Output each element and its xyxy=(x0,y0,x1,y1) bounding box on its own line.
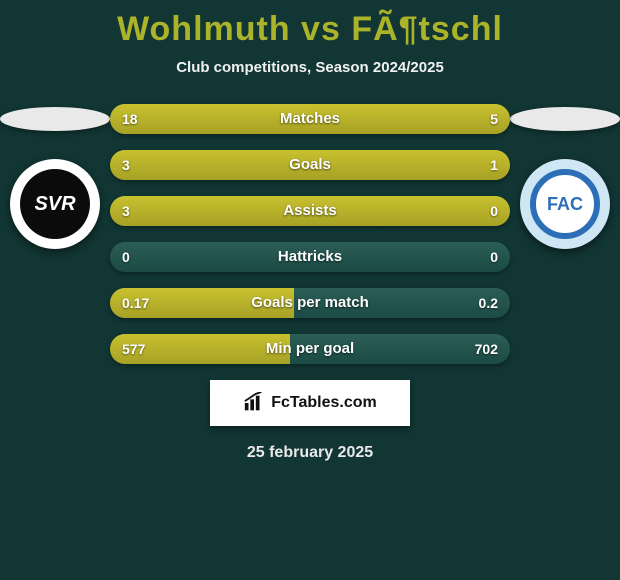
bar-left-fill xyxy=(110,196,510,226)
bar-pair: 185Matches xyxy=(110,104,510,134)
bar-pair: 30Assists xyxy=(110,196,510,226)
left-club-badge: SVR xyxy=(10,159,100,249)
bar-left-fill xyxy=(110,150,410,180)
bar-left-value: 3 xyxy=(122,196,130,226)
bar-right-value: 0.2 xyxy=(479,288,498,318)
right-club-badge-text: FAC xyxy=(547,194,583,215)
right-player-column: FAC xyxy=(510,104,620,249)
source-badge-text: FcTables.com xyxy=(271,394,377,412)
bar-left-value: 18 xyxy=(122,104,138,134)
bar-left-fill xyxy=(110,104,422,134)
right-club-badge: FAC xyxy=(520,159,610,249)
bar-pair: 31Goals xyxy=(110,150,510,180)
page-title: Wohlmuth vs FÃ¶tschl xyxy=(0,0,620,49)
right-club-badge-inner: FAC xyxy=(530,169,600,239)
left-club-badge-text: SVR xyxy=(34,193,75,216)
bar-left-value: 3 xyxy=(122,150,130,180)
left-ellipse xyxy=(0,107,110,131)
comparison-content: SVR FAC 185Matches31Goals30Assists00Hatt… xyxy=(0,104,620,462)
chart-icon xyxy=(243,392,265,414)
bar-right-value: 702 xyxy=(475,334,498,364)
source-badge: FcTables.com xyxy=(210,380,410,426)
bar-right-value: 0 xyxy=(490,242,498,272)
bar-left-value: 0 xyxy=(122,242,130,272)
comparison-date: 25 february 2025 xyxy=(0,444,620,462)
left-club-badge-inner: SVR xyxy=(20,169,90,239)
right-ellipse xyxy=(510,107,620,131)
bar-right-value: 1 xyxy=(490,150,498,180)
page-subtitle: Club competitions, Season 2024/2025 xyxy=(0,59,620,76)
bar-pair: 0 0Hattricks xyxy=(110,242,510,272)
bar-right-value: 5 xyxy=(490,104,498,134)
bar-label: Hattricks xyxy=(110,242,510,272)
bar-right-value: 0 xyxy=(490,196,498,226)
bar-pair: 0.170.2Goals per match xyxy=(110,288,510,318)
bar-left-value: 577 xyxy=(122,334,145,364)
left-player-column: SVR xyxy=(0,104,110,249)
bar-left-value: 0.17 xyxy=(122,288,149,318)
bars-container: 185Matches31Goals30Assists00Hattricks0.1… xyxy=(110,104,510,364)
bar-pair: 577702Min per goal xyxy=(110,334,510,364)
